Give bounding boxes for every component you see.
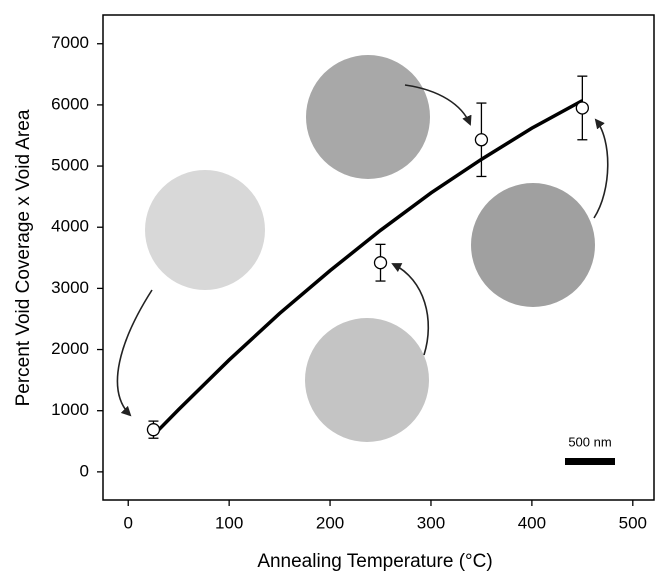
y-tick-label: 0 [80,461,89,480]
y-tick-label: 3000 [51,278,89,297]
arrow [391,263,430,356]
sem-insets [145,55,595,442]
sem-image [471,183,595,307]
data-point [474,133,489,147]
sem-image [145,170,265,290]
arrow [116,289,153,417]
x-tick-label: 100 [215,513,243,532]
y-tick-label: 4000 [51,217,89,236]
arrows [116,84,609,417]
x-tick-label: 0 [123,513,132,532]
x-tick-label: 300 [417,513,445,532]
sem-image [306,55,430,179]
fit-curve [152,99,584,437]
x-axis-label: Annealing Temperature (°C) [257,551,492,572]
data-point [146,423,161,437]
y-tick-label: 1000 [51,400,89,419]
x-tick-label: 400 [518,513,546,532]
y-axis-label: Percent Void Coverage x Void Area [13,109,34,406]
y-tick-label: 6000 [51,94,89,113]
data-point [373,256,388,270]
arrow [593,118,609,219]
scale-label: 500 nm [568,434,611,449]
arrow [404,84,472,126]
y-tick-label: 5000 [51,156,89,175]
y-tick-label: 2000 [51,339,89,358]
sem-image [305,318,429,442]
axes-frame [102,14,655,501]
scale-bar [565,458,615,465]
plot-area: 0 1000 2000 3000 4000 5000 6000 7000 0 100 200 300 4… [51,14,655,532]
y-tick-label: 7000 [51,33,89,52]
x-tick-label: 200 [316,513,344,532]
x-tick-label: 500 [619,513,647,532]
data-point [575,101,589,115]
